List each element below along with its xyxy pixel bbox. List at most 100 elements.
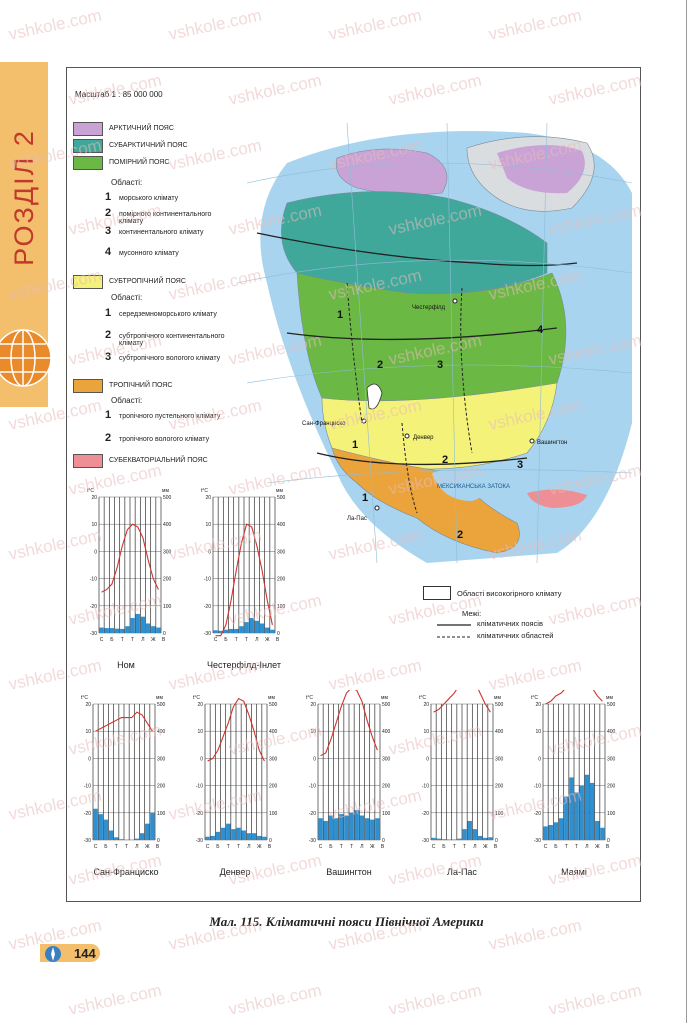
temperature-tick: 10	[423, 729, 429, 735]
boundaries-heading: Межі:	[462, 609, 482, 618]
belt-boundary-line	[286, 327, 558, 341]
boundary-belts-label: кліматичних поясів	[477, 619, 543, 628]
precipitation-bar	[156, 627, 161, 633]
precipitation-tick: 400	[269, 729, 278, 735]
precipitation-bar	[574, 792, 579, 840]
regions-heading: Області:	[111, 293, 143, 302]
temperature-tick: -20	[309, 811, 316, 817]
precipitation-bar	[584, 774, 590, 840]
month-tick: Л	[141, 637, 144, 643]
legend-swatch-temperate	[73, 156, 103, 170]
precipitation-bar	[257, 835, 262, 840]
precipitation-bar	[114, 628, 120, 633]
precipitation-bar	[259, 623, 265, 633]
precipitation-tick: 0	[382, 838, 385, 844]
month-tick: Л	[255, 637, 258, 643]
precipitation-tick: 500	[607, 702, 616, 708]
month-tick: С	[214, 637, 218, 643]
month-tick: В	[156, 844, 160, 850]
precipitation-bar	[349, 812, 354, 840]
legend-temperate-region: 4 мусонного клімату	[105, 246, 179, 258]
precipitation-tick: 400	[495, 729, 504, 735]
page-edge	[686, 0, 687, 1023]
temperature-unit: t°C	[201, 488, 208, 494]
temperature-unit: t°C	[193, 695, 200, 701]
precipitation-bar	[431, 837, 436, 840]
precipitation-bar	[93, 808, 98, 840]
precipitation-tick: 300	[607, 756, 616, 762]
precipitation-bar	[135, 613, 140, 633]
temperature-tick: 0	[426, 756, 429, 762]
precipitation-bar	[236, 827, 241, 840]
month-tick: В	[162, 637, 166, 643]
legend-temperate-region: 1 морського клімату	[105, 191, 179, 203]
temperature-line	[320, 690, 378, 757]
precipitation-tick: 300	[157, 756, 166, 762]
figure-frame: Масштаб 1 : 85 000 000 АРКТИЧНИЙ ПОЯС СУ…	[66, 67, 641, 902]
month-tick: Л	[360, 844, 363, 850]
precipitation-tick: 0	[269, 838, 272, 844]
precipitation-tick: 100	[157, 811, 166, 817]
month-tick: В	[381, 844, 385, 850]
belt-boundary-line	[316, 452, 528, 466]
precipitation-unit: мм	[162, 488, 169, 494]
region-boundary-line	[460, 287, 473, 454]
city-label-lv: Ла-Пас	[347, 516, 367, 522]
precipitation-unit: мм	[268, 695, 275, 701]
month-tick: С	[544, 844, 548, 850]
caribbean-subequatorial	[527, 489, 587, 508]
month-tick: Ж	[257, 844, 262, 850]
precipitation-bar	[215, 831, 221, 840]
city-marker	[452, 298, 458, 304]
precipitation-bar	[436, 838, 441, 840]
precipitation-bar	[226, 823, 231, 840]
month-tick: Т	[453, 844, 456, 850]
precipitation-tick: 200	[382, 784, 391, 790]
month-tick: Б	[224, 637, 228, 643]
temperature-tick: -10	[84, 784, 91, 790]
precipitation-bar	[548, 825, 553, 840]
temperature-tick: 10	[310, 729, 316, 735]
month-tick: Т	[227, 844, 230, 850]
precipitation-tick: 200	[607, 784, 616, 790]
precipitation-tick: 400	[277, 522, 286, 528]
temperature-tick: 0	[313, 756, 316, 762]
region-number: 3	[437, 359, 443, 371]
temperature-line	[207, 697, 265, 762]
precipitation-bar	[472, 829, 478, 840]
region-number: 2	[377, 359, 383, 371]
month-tick: С	[319, 844, 323, 850]
precipitation-bar	[339, 814, 344, 840]
globe-icon	[0, 329, 52, 387]
precipitation-tick: 400	[382, 729, 391, 735]
boundary-belt-line	[437, 624, 471, 626]
legend-swatch-arctic	[73, 122, 103, 136]
precipitation-bar	[108, 830, 114, 840]
precipitation-bar	[318, 818, 323, 840]
month-tick: С	[432, 844, 436, 850]
precipitation-bar	[99, 627, 104, 633]
precipitation-bar	[120, 628, 125, 633]
precipitation-unit: мм	[276, 488, 283, 494]
month-tick: Б	[104, 844, 108, 850]
month-tick: Ж	[595, 844, 600, 850]
month-tick: Л	[135, 844, 138, 850]
precipitation-bar	[265, 627, 270, 633]
watermark-text: vshkole.com	[167, 6, 263, 44]
precipitation-bar	[446, 839, 452, 840]
legend-tropical-label: ТРОПІЧНИЙ ПОЯС	[109, 382, 173, 389]
temperature-tick: 10	[535, 729, 541, 735]
temperature-unit: t°C	[419, 695, 426, 701]
precipitation-bar	[579, 785, 584, 840]
precipitation-bar	[114, 837, 119, 840]
compass-icon	[45, 946, 61, 962]
month-tick: С	[100, 637, 104, 643]
precipitation-bar	[210, 835, 215, 840]
watermark-text: vshkole.com	[327, 6, 423, 44]
precipitation-tick: 300	[382, 756, 391, 762]
temperature-unit: t°C	[306, 695, 313, 701]
temperature-line	[101, 523, 159, 593]
